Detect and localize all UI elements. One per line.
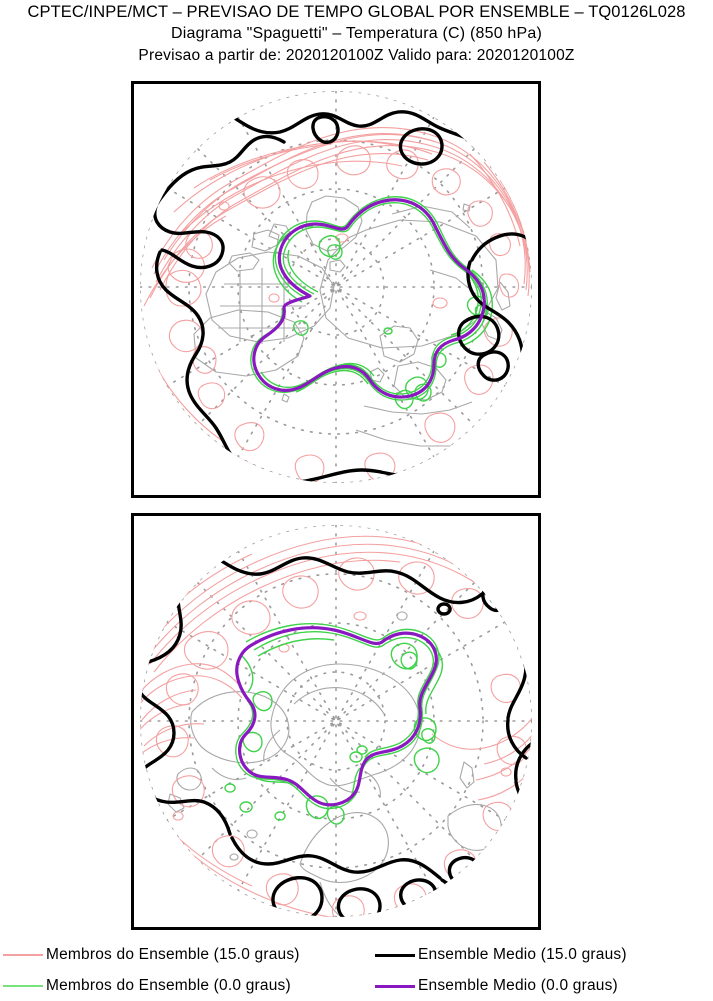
legend-label-mean-15: Ensemble Medio (15.0 graus) [418, 946, 627, 963]
legend: Membros do Ensemble (15.0 graus) Ensembl… [0, 938, 713, 1001]
title-block: CPTEC/INPE/MCT – PREVISAO DE TEMPO GLOBA… [0, 0, 713, 67]
legend-label-members-15: Membros do Ensemble (15.0 graus) [46, 946, 300, 963]
legend-swatch-mean-15-line [375, 953, 415, 957]
legend-entry-members-0: Membros do Ensemble (0.0 graus) [3, 971, 291, 1001]
graticule-south [140, 525, 532, 917]
map-panel-northern-hemisphere[interactable] [131, 81, 541, 498]
ensemble-mean-0-south [235, 626, 438, 807]
ensemble-members-15-south [140, 535, 532, 917]
legend-entry-mean-0: Ensemble Medio (0.0 graus) [375, 971, 618, 1001]
title-line-diagram: Diagrama "Spaguetti" – Temperatura (C) (… [170, 25, 543, 42]
map-panel-southern-hemisphere[interactable] [131, 513, 541, 930]
title-line-model: CPTEC/INPE/MCT – PREVISAO DE TEMPO GLOBA… [27, 3, 686, 21]
ensemble-mean-0-north [252, 198, 486, 399]
title-line-times: Previsao a partir de: 2020120100Z Valido… [138, 47, 575, 64]
coastlines-south [167, 611, 502, 917]
legend-row-15-degrees: Membros do Ensemble (15.0 graus) Ensembl… [0, 940, 713, 970]
legend-swatch-members-0-line [3, 985, 43, 987]
graticule-north [140, 91, 532, 483]
legend-label-mean-0: Ensemble Medio (0.0 graus) [418, 977, 618, 994]
legend-swatch-mean-0-line [375, 984, 415, 988]
southern-hemisphere-plot [140, 525, 532, 917]
legend-swatch-members-15-line [3, 954, 43, 956]
legend-row-0-degrees: Membros do Ensemble (0.0 graus) Ensemble… [0, 971, 713, 1001]
ensemble-mean-15-north [153, 110, 532, 483]
northern-hemisphere-plot [140, 91, 532, 483]
legend-label-members-0: Membros do Ensemble (0.0 graus) [46, 977, 291, 994]
legend-entry-mean-15: Ensemble Medio (15.0 graus) [375, 940, 627, 970]
legend-entry-members-15: Membros do Ensemble (15.0 graus) [3, 940, 300, 970]
